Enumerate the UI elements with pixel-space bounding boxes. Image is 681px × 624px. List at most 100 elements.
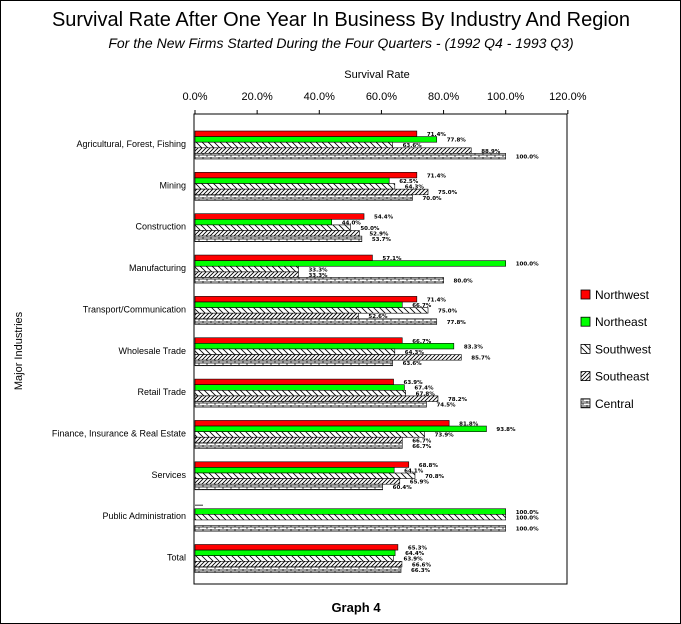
data-label: 71.4% bbox=[427, 132, 447, 138]
bar-southeast bbox=[194, 312, 359, 320]
bar-central bbox=[194, 525, 507, 532]
data-label: 44.0% bbox=[342, 220, 362, 226]
data-label: 83.3% bbox=[464, 344, 484, 350]
data-labels: 71.4% 77.8% 63.6% 88.9% 100.0% 71.4% 62.5%64.3… bbox=[308, 132, 539, 574]
bar-central bbox=[194, 235, 363, 243]
data-label: 93.8% bbox=[496, 427, 516, 433]
bar-southwest bbox=[194, 224, 351, 231]
x-axis-label: Survival Rate bbox=[344, 69, 409, 81]
bar-northwest bbox=[194, 420, 450, 427]
data-label: 70.0% bbox=[422, 196, 442, 202]
bar-southwest bbox=[194, 348, 396, 355]
x-tick-label: 60.0% bbox=[366, 91, 397, 103]
data-label: 67.8% bbox=[416, 391, 436, 397]
data-label: 33.3% bbox=[308, 273, 328, 279]
x-tick-label: 100.0% bbox=[487, 91, 525, 103]
data-label: 52.9% bbox=[369, 232, 389, 238]
x-tick-label: 20.0% bbox=[242, 91, 273, 103]
category-label: Public Administration bbox=[102, 511, 186, 521]
bar-northeast bbox=[194, 260, 507, 267]
bar-southeast bbox=[194, 436, 403, 444]
data-label: 100.0% bbox=[516, 515, 539, 521]
bar-southeast bbox=[194, 478, 401, 485]
data-label: 64.1% bbox=[404, 468, 424, 474]
bar-southwest bbox=[194, 514, 507, 521]
bar-central bbox=[194, 153, 507, 160]
data-label: 71.4% bbox=[427, 173, 447, 179]
bar-northeast bbox=[194, 467, 395, 474]
x-tick-label: 0.0% bbox=[182, 91, 207, 103]
data-label: 100.0% bbox=[516, 262, 539, 268]
bar-central bbox=[194, 318, 438, 325]
bar-central bbox=[194, 483, 383, 491]
data-label: 65.9% bbox=[410, 480, 430, 486]
bar-southwest bbox=[194, 431, 425, 438]
bar-northwest bbox=[194, 544, 399, 551]
data-label: 64.4% bbox=[405, 551, 425, 557]
data-label: 63.9% bbox=[404, 380, 424, 386]
data-label: 57.1% bbox=[382, 256, 402, 262]
category-label: Finance, Insurance & Real Estate bbox=[52, 428, 186, 438]
data-label: 100.0% bbox=[516, 154, 539, 160]
bar-northeast bbox=[194, 425, 487, 432]
data-label: 67.4% bbox=[414, 386, 434, 392]
data-label: 80.0% bbox=[454, 278, 474, 284]
bar-southeast bbox=[194, 188, 429, 196]
data-label: 75.0% bbox=[438, 190, 458, 196]
data-label: 53.7% bbox=[372, 237, 392, 243]
category-label: Transport/Communication bbox=[83, 304, 186, 314]
x-axis-ticks: 0.0% 20.0% 40.0% 60.0% 80.0% 100.0% 120.0% bbox=[182, 91, 587, 114]
category-label: Construction bbox=[135, 222, 186, 232]
bar-northeast bbox=[194, 136, 438, 143]
bar-northwest bbox=[194, 172, 418, 179]
x-tick-label: 120.0% bbox=[549, 91, 587, 103]
data-label: 54.4% bbox=[374, 215, 394, 221]
bar-northwest bbox=[194, 378, 394, 386]
bar-southwest bbox=[194, 472, 416, 479]
data-label: 64.3% bbox=[405, 185, 425, 191]
category-label: Agricultural, Forest, Fishing bbox=[76, 139, 186, 149]
legend: Northwest Northeast Southwest Southeast Cent… bbox=[580, 288, 652, 411]
category-label: Total bbox=[167, 553, 186, 563]
legend-label: Southwest bbox=[595, 342, 652, 356]
bar-southwest bbox=[194, 555, 394, 562]
category-labels: Agricultural, Forest, Fishing Mining Const… bbox=[52, 139, 187, 563]
chart-title: Survival Rate After One Year In Business… bbox=[52, 9, 630, 31]
bar-central bbox=[194, 194, 413, 201]
data-label: 52.6% bbox=[368, 314, 388, 320]
data-label: 75.0% bbox=[438, 309, 458, 315]
data-label: 66.6% bbox=[412, 562, 432, 568]
category-label: Services bbox=[151, 470, 186, 480]
graph-footer: Graph 4 bbox=[331, 600, 381, 615]
data-label: 60.4% bbox=[393, 485, 413, 491]
data-label: 68.8% bbox=[419, 463, 439, 469]
bar-northwest bbox=[194, 213, 365, 220]
data-label: 77.8% bbox=[447, 320, 467, 326]
category-label: Wholesale Trade bbox=[118, 346, 186, 356]
data-label: 63.6% bbox=[403, 361, 423, 367]
data-label: 70.8% bbox=[425, 474, 445, 480]
bar-northeast bbox=[194, 219, 333, 226]
bar-southeast bbox=[194, 271, 299, 278]
data-label: 100.0% bbox=[516, 527, 539, 533]
bar-central bbox=[194, 277, 444, 284]
data-label: 62.5% bbox=[399, 179, 419, 185]
bars bbox=[194, 130, 507, 573]
y-axis-label: Major Industries bbox=[13, 311, 25, 390]
data-label: 33.3% bbox=[308, 267, 328, 273]
legend-swatch bbox=[580, 371, 591, 382]
category-label: Manufacturing bbox=[129, 263, 186, 273]
bar-southeast bbox=[194, 147, 472, 154]
data-label: 66.7% bbox=[412, 444, 432, 450]
legend-swatch bbox=[580, 343, 591, 354]
legend-swatch bbox=[580, 316, 591, 327]
bar-northwest bbox=[194, 461, 410, 468]
legend-label: Southeast bbox=[595, 370, 650, 384]
bar-southwest bbox=[194, 389, 406, 397]
data-label: 78.2% bbox=[448, 397, 468, 403]
data-label: 88.9% bbox=[481, 149, 501, 155]
x-tick-label: 80.0% bbox=[428, 91, 459, 103]
bar-southeast bbox=[194, 560, 403, 568]
